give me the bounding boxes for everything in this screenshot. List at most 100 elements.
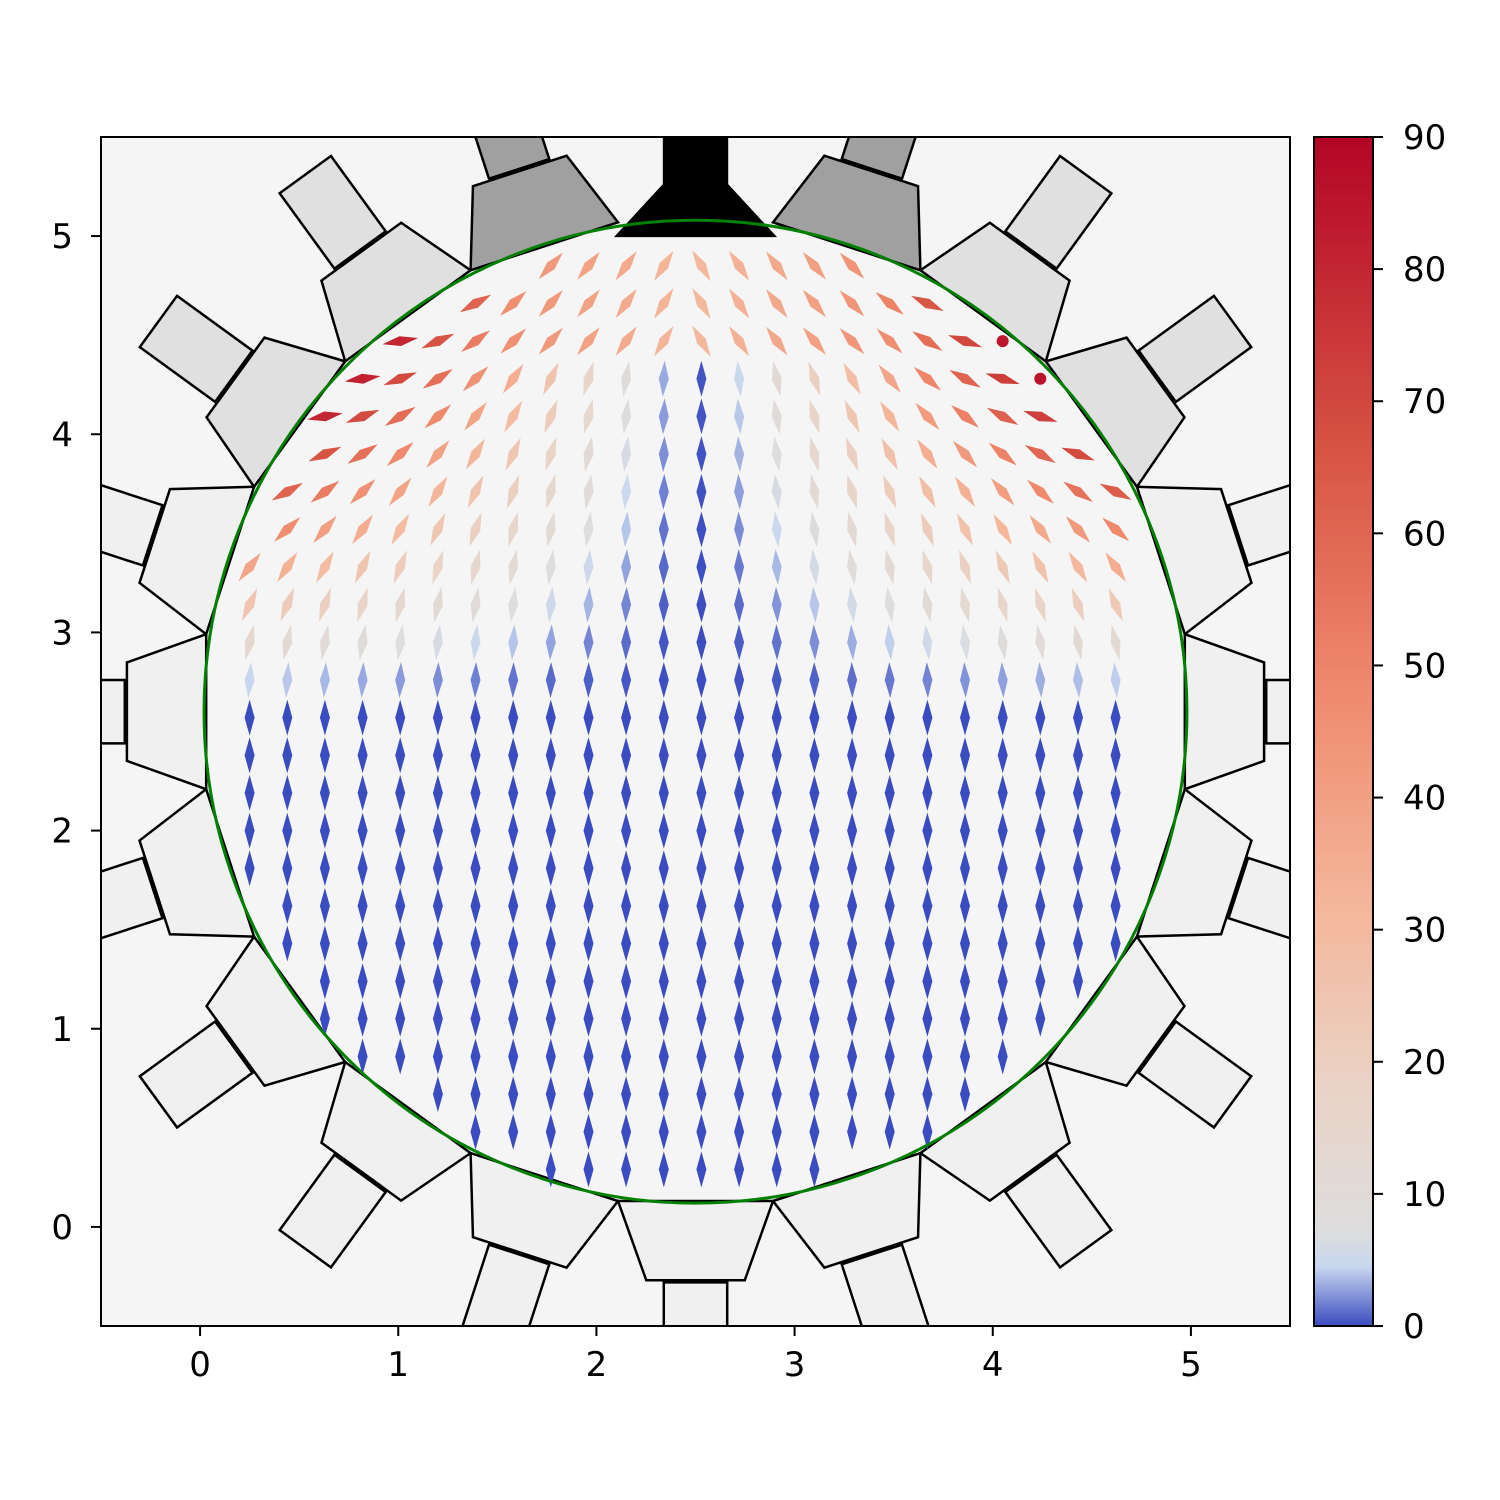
field-arrow xyxy=(949,369,981,388)
field-arrow xyxy=(771,774,782,811)
field-arrow xyxy=(884,1076,895,1113)
field-arrow xyxy=(583,774,594,811)
field-arrow xyxy=(809,511,820,548)
field-arrow xyxy=(577,289,600,318)
field-arrow xyxy=(357,887,368,924)
x-tick-label: 1 xyxy=(387,1345,409,1385)
field-arrow xyxy=(1035,1000,1046,1037)
field-arrow xyxy=(357,737,368,774)
field-arrow xyxy=(734,398,745,435)
field-arrow xyxy=(357,662,368,698)
field-arrow xyxy=(1029,515,1052,544)
field-arrow xyxy=(244,699,255,736)
electrode-pad xyxy=(138,1019,255,1130)
field-arrow xyxy=(847,474,857,509)
colorbar-tick-label: 0 xyxy=(1403,1307,1425,1347)
field-arrow xyxy=(508,812,519,849)
field-arrow xyxy=(432,737,443,774)
field-arrow xyxy=(432,699,443,736)
field-arrow xyxy=(734,850,745,887)
field-arrow xyxy=(621,586,632,623)
field-arrow xyxy=(621,662,632,698)
field-arrow xyxy=(997,1000,1008,1037)
field-arrow xyxy=(997,925,1008,962)
field-arrow xyxy=(508,624,519,661)
field-arrow xyxy=(621,812,632,849)
field-arrow xyxy=(621,511,632,548)
field-arrow xyxy=(658,963,669,1000)
field-arrow xyxy=(422,368,453,389)
y-tick-label: 2 xyxy=(51,812,73,852)
field-arrow xyxy=(545,549,556,585)
field-arrow xyxy=(319,850,330,887)
field-arrow xyxy=(1110,887,1121,924)
field-arrow xyxy=(395,1038,406,1075)
field-arrow xyxy=(922,1000,933,1037)
y-tick-label: 0 xyxy=(51,1208,73,1248)
field-arrow xyxy=(470,963,481,1000)
field-arrow xyxy=(809,624,820,661)
field-arrow xyxy=(244,737,255,774)
colorbar-tick-label: 30 xyxy=(1403,911,1446,951)
x-tick-label: 0 xyxy=(189,1345,211,1385)
field-arrow xyxy=(545,699,556,736)
field-arrow xyxy=(545,963,556,1000)
field-arrow xyxy=(839,328,865,355)
field-arrow xyxy=(310,480,340,503)
field-arrow xyxy=(734,662,745,698)
field-arrow xyxy=(997,737,1008,774)
field-arrow xyxy=(847,887,858,924)
field-arrow xyxy=(395,1000,406,1037)
field-arrow xyxy=(922,549,933,585)
field-arrow xyxy=(1027,479,1054,504)
field-arrow xyxy=(658,662,669,698)
field-arrow xyxy=(395,925,406,962)
field-arrow xyxy=(357,812,368,849)
field-arrow xyxy=(809,887,820,924)
field-arrow xyxy=(922,737,933,774)
field-arrow xyxy=(621,361,632,397)
electrode-pad xyxy=(840,137,917,181)
electrode-wedge xyxy=(770,154,922,273)
field-arrow xyxy=(280,588,295,622)
field-arrow xyxy=(809,399,820,434)
field-arrow xyxy=(696,887,707,924)
field-arrow xyxy=(583,887,594,924)
field-arrow xyxy=(319,699,330,736)
field-arrow xyxy=(847,549,857,585)
field-arrow xyxy=(621,925,632,962)
field-arrow xyxy=(734,963,745,1000)
field-arrow xyxy=(766,289,788,318)
field-arrow xyxy=(734,436,745,472)
field-arrow xyxy=(395,737,406,774)
y-axis: 0 1 2 3 4 5 xyxy=(51,217,101,1248)
field-arrow xyxy=(621,1076,632,1113)
field-arrow xyxy=(911,295,944,311)
field-arrow xyxy=(847,586,857,623)
field-arrow xyxy=(244,662,255,698)
electrode-pad xyxy=(101,483,165,568)
field-arrow xyxy=(316,551,334,583)
field-arrow xyxy=(809,662,820,698)
x-tick-label: 5 xyxy=(1180,1345,1202,1385)
electrode-wedge xyxy=(125,632,208,791)
field-arrow xyxy=(615,251,637,281)
field-arrow xyxy=(696,436,707,473)
field-arrow xyxy=(545,662,556,698)
field-arrow xyxy=(1110,737,1121,774)
field-arrow xyxy=(884,699,895,736)
field-arrow xyxy=(771,1151,782,1188)
field-arrow xyxy=(395,963,406,1000)
field-arrow xyxy=(654,250,674,281)
field-arrow xyxy=(1065,516,1091,543)
field-arrow xyxy=(357,774,368,811)
field-arrow xyxy=(469,512,482,547)
field-arrow xyxy=(344,373,381,384)
colorbar-tick-label: 70 xyxy=(1403,382,1446,422)
field-arrow xyxy=(320,624,330,660)
field-arrow xyxy=(960,699,970,736)
field-arrow xyxy=(1110,812,1121,849)
y-tick-label: 3 xyxy=(51,613,73,653)
field-arrow xyxy=(847,511,857,547)
